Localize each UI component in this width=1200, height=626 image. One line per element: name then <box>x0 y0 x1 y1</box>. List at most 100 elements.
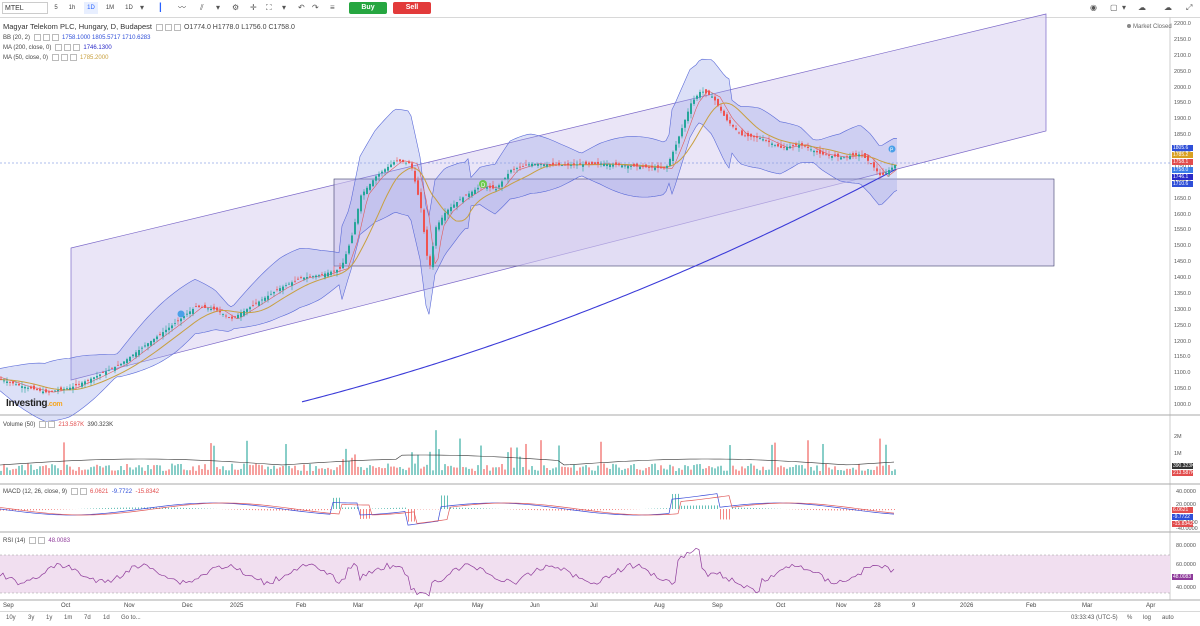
range-1m[interactable]: 1m <box>64 614 72 623</box>
volume-bar <box>312 471 314 475</box>
volume-bar <box>456 468 458 475</box>
volume-bar <box>21 465 23 475</box>
macd-histogram-bar <box>828 509 829 510</box>
macd-histogram-bar <box>102 508 103 509</box>
macd-histogram-bar <box>465 508 466 509</box>
volume-bar <box>6 468 8 475</box>
close-icon[interactable] <box>70 54 77 61</box>
settings-icon[interactable] <box>43 34 50 41</box>
time-axis-label: 28 <box>874 603 881 609</box>
settings-icon[interactable] <box>61 54 68 61</box>
candle-body <box>3 381 5 382</box>
volume-bar <box>423 467 425 475</box>
candle-body <box>189 311 191 314</box>
candle-body <box>813 151 815 152</box>
candle-body <box>33 386 35 390</box>
settings-icon[interactable] <box>71 488 78 495</box>
volume-bar <box>570 468 572 475</box>
percent-toggle[interactable]: % <box>1127 614 1132 623</box>
candle-body <box>126 359 128 363</box>
candle-body <box>462 197 464 202</box>
macd-histogram-bar <box>189 508 190 509</box>
time-axis-label: Mar <box>1082 603 1092 609</box>
settings-icon[interactable] <box>165 24 172 31</box>
candle-body <box>93 377 95 379</box>
range-1d[interactable]: 1d <box>103 614 110 623</box>
price-axis-label: 2100.0 <box>1174 53 1191 59</box>
candle-body <box>543 164 545 166</box>
macd-histogram-bar <box>609 509 610 510</box>
macd-histogram-bar <box>114 508 115 509</box>
time-axis-label: Mar <box>353 603 363 609</box>
volume-bar <box>576 471 578 475</box>
candle-body <box>432 246 434 267</box>
candle-body <box>75 384 77 385</box>
range-1y[interactable]: 1y <box>46 614 52 623</box>
macd-histogram-bar <box>762 508 763 509</box>
macd-histogram-bar <box>891 509 892 510</box>
volume-bar <box>492 467 494 475</box>
close-icon[interactable] <box>80 488 87 495</box>
macd-histogram-bar <box>594 509 595 510</box>
volume-bar <box>600 442 602 475</box>
volume-bar <box>156 465 158 475</box>
volume-bar <box>72 470 74 475</box>
macd-histogram-bar <box>681 506 682 509</box>
goto-button[interactable]: Go to... <box>121 614 141 623</box>
candle-body <box>573 163 575 164</box>
close-icon[interactable] <box>73 44 80 51</box>
eye-icon[interactable] <box>34 34 41 41</box>
log-toggle[interactable]: log <box>1143 614 1151 623</box>
settings-icon[interactable] <box>29 537 36 544</box>
volume-value-1: 213.587K <box>58 422 84 428</box>
candle-body <box>501 181 503 186</box>
volume-bar <box>708 466 710 475</box>
volume-bar <box>495 467 497 475</box>
macd-histogram-bar <box>708 505 709 509</box>
price-badge: 1758.1 <box>1172 159 1193 165</box>
close-icon[interactable] <box>38 537 45 544</box>
candle-body <box>843 157 845 158</box>
macd-histogram-bar <box>192 508 193 509</box>
candle-body <box>594 162 596 164</box>
volume-bar <box>483 469 485 475</box>
macd-histogram-bar <box>729 509 730 520</box>
macd-histogram-bar <box>813 509 814 510</box>
candle-body <box>120 364 122 366</box>
eye-icon[interactable] <box>156 24 163 31</box>
close-icon[interactable] <box>48 421 55 428</box>
volume-bar <box>657 470 659 475</box>
range-7d[interactable]: 7d <box>84 614 91 623</box>
macd-histogram-bar <box>180 508 181 509</box>
macd-histogram-bar <box>321 509 322 510</box>
volume-bar <box>18 466 20 475</box>
candle-body <box>867 155 869 160</box>
range-3y[interactable]: 3y <box>28 614 34 623</box>
macd-histogram-bar <box>399 508 400 509</box>
macd-histogram-bar <box>258 509 259 510</box>
close-icon[interactable] <box>174 24 181 31</box>
volume-bar <box>504 470 506 475</box>
price-axis-label: 1250.0 <box>1174 323 1191 329</box>
volume-bar <box>219 469 221 475</box>
auto-toggle[interactable]: auto <box>1162 614 1174 623</box>
volume-bar <box>216 467 218 475</box>
eye-icon[interactable] <box>52 54 59 61</box>
range-10y[interactable]: 10y <box>6 614 16 623</box>
volume-bar <box>129 467 131 475</box>
close-icon[interactable] <box>52 34 59 41</box>
settings-icon[interactable] <box>64 44 71 51</box>
volume-bar <box>405 470 407 475</box>
candle-body <box>687 112 689 121</box>
volume-bar <box>69 467 71 475</box>
macd-histogram-bar <box>375 508 376 509</box>
time-axis-label: Jun <box>530 603 540 609</box>
candle-body <box>738 133 740 134</box>
settings-icon[interactable] <box>39 421 46 428</box>
eye-icon[interactable] <box>55 44 62 51</box>
candle-body <box>195 306 197 307</box>
volume-bar <box>162 471 164 475</box>
candle-body <box>390 164 392 167</box>
volume-bar <box>363 470 365 475</box>
